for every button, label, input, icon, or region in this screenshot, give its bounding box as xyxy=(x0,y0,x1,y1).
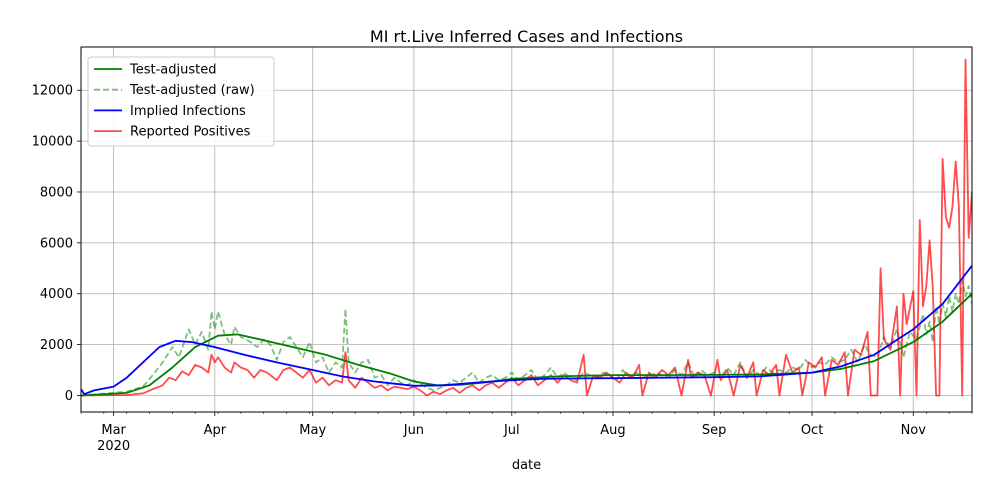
x-tick-label: Mar xyxy=(101,423,126,438)
y-tick-label: 8000 xyxy=(40,185,73,200)
y-tick-label: 4000 xyxy=(40,287,73,302)
x-tick-label: Oct xyxy=(801,423,823,438)
x-tick-label: Aug xyxy=(600,423,625,438)
x-tick-label: Sep xyxy=(702,423,727,438)
plot-area xyxy=(81,58,972,397)
y-tick-label: 0 xyxy=(65,389,73,404)
legend: Test-adjusted Test-adjusted (raw) Implied … xyxy=(87,56,275,147)
legend-box xyxy=(87,56,275,147)
x-tick-sublabel: 2020 xyxy=(97,439,130,454)
y-axis: 0 2000 4000 6000 8000 10000 12000 xyxy=(32,84,81,404)
x-tick-label: Apr xyxy=(204,423,227,438)
series-line-implied-infections xyxy=(81,265,972,396)
legend-label: Reported Positives xyxy=(130,125,251,140)
chart-title: MI rt.Live Inferred Cases and Infections xyxy=(370,27,683,46)
y-tick-label: 2000 xyxy=(40,338,73,353)
x-tick-label: Jun xyxy=(403,423,424,438)
series-line-reported-positives xyxy=(81,58,972,397)
legend-label: Implied Infections xyxy=(130,104,246,119)
grid xyxy=(81,47,972,412)
y-tick-label: 12000 xyxy=(32,84,73,99)
x-tick-label: Nov xyxy=(901,423,927,438)
y-tick-label: 6000 xyxy=(40,236,73,251)
legend-label: Test-adjusted (raw) xyxy=(129,83,255,98)
legend-label: Test-adjusted xyxy=(129,63,216,78)
y-tick-label: 10000 xyxy=(32,135,73,150)
x-tick-label: May xyxy=(299,423,326,438)
x-tick-label: Jul xyxy=(503,423,520,438)
plot-frame xyxy=(80,46,973,413)
x-axis-label: date xyxy=(512,458,541,473)
